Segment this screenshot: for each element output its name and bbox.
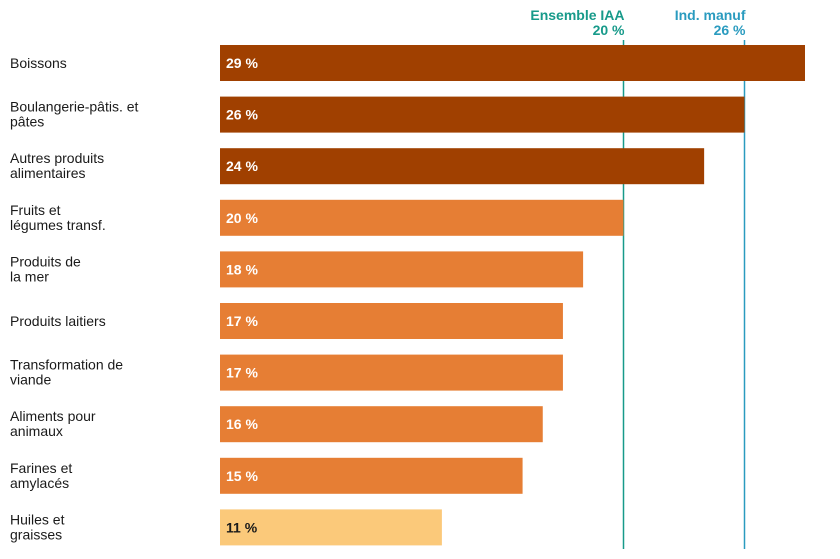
bar	[220, 509, 442, 546]
bar	[220, 251, 584, 288]
bar-value-label: 26 %	[226, 107, 258, 123]
category-label-line: pâtes	[10, 114, 44, 130]
category-label-line: la mer	[10, 268, 49, 284]
bar-value-label: 17 %	[226, 313, 258, 329]
bar-value-label: 20 %	[226, 210, 258, 226]
category-label-line: Huiles et	[10, 511, 65, 527]
category-label: Boulangerie-pâtis. et pâtes	[10, 99, 139, 130]
bar	[220, 303, 563, 339]
bar	[220, 354, 563, 391]
reference-line-value: 26 %	[714, 22, 746, 38]
category-label: Autres produits alimentaires	[10, 150, 104, 181]
category-label-line: Transformation de	[10, 357, 123, 373]
category-label: Huiles et graisses	[10, 511, 65, 542]
category-label: Produits de la mer	[10, 253, 81, 284]
bar-value-label: 17 %	[226, 365, 258, 381]
category-label-line: graisses	[10, 526, 62, 542]
bar-value-label: 18 %	[226, 261, 258, 277]
category-label-line: amylacés	[10, 475, 69, 491]
category-label: Produits laitiers	[10, 313, 106, 329]
category-label-line: viande	[10, 372, 51, 388]
category-label-line: Boissons	[10, 55, 67, 71]
category-label-line: Produits laitiers	[10, 313, 106, 329]
category-label-line: Fruits et	[10, 202, 61, 218]
bar-value-label: 11 %	[226, 519, 258, 535]
category-label: Transformation de viande	[10, 357, 123, 388]
category-label-line: animaux	[10, 423, 63, 439]
category-label-line: Produits de	[10, 253, 81, 269]
bar	[220, 406, 543, 443]
category-label: Farines et amylacés	[10, 460, 72, 491]
category-label-line: légumes transf.	[10, 217, 106, 233]
bar-value-label: 24 %	[226, 158, 258, 174]
category-label: Boissons	[10, 55, 67, 71]
category-label-line: Autres produits	[10, 150, 104, 166]
category-label-line: Aliments pour	[10, 408, 96, 424]
reference-line-name: Ensemble IAA	[530, 7, 624, 23]
bar	[220, 199, 624, 236]
category-label-line: Farines et	[10, 460, 72, 476]
category-label-line: alimentaires	[10, 165, 85, 181]
category-label: Aliments pour animaux	[10, 408, 96, 439]
reference-line-value: 20 %	[593, 22, 625, 38]
bars: 29 % 26 % 24 % 20 % 18 % 17 % 17 % 16 % 15 % 11 %	[220, 45, 805, 546]
bar	[220, 457, 523, 494]
bar	[220, 148, 705, 185]
bar-value-label: 29 %	[226, 55, 258, 71]
bar-value-label: 15 %	[226, 468, 258, 484]
bar	[220, 45, 805, 81]
bar	[220, 96, 745, 133]
reference-line-name: Ind. manuf	[675, 7, 746, 23]
category-labels: Boissons Boulangerie-pâtis. et pâtes Autres…	[10, 55, 139, 542]
category-label: Fruits et légumes transf.	[10, 202, 106, 233]
bar-value-label: 16 %	[226, 416, 258, 432]
category-label-line: Boulangerie-pâtis. et	[10, 99, 139, 115]
